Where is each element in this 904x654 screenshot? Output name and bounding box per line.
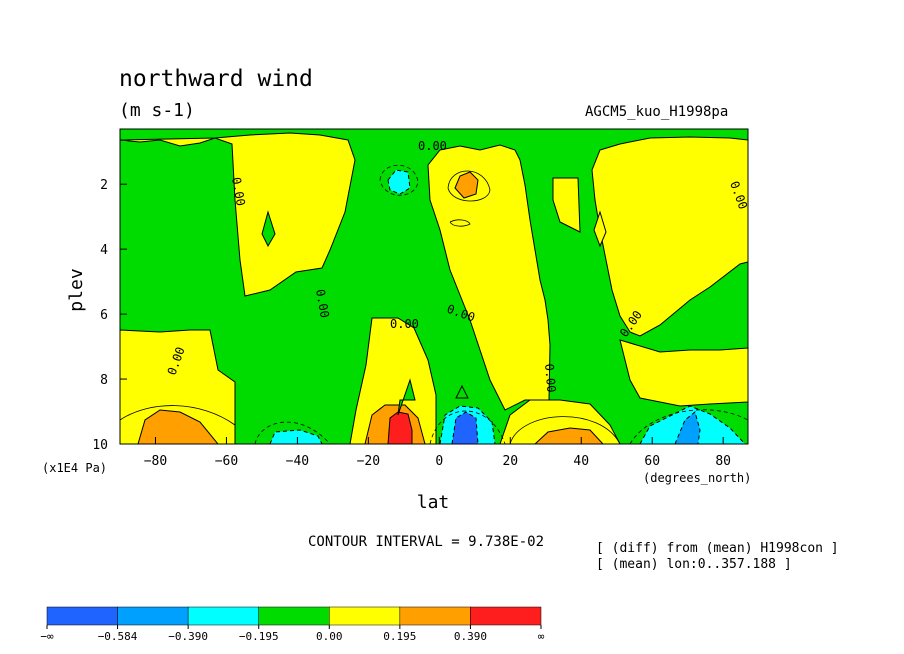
yellow-region bbox=[120, 132, 356, 297]
x-axis: −80 −60 −40 −20 0 20 40 60 80 bbox=[144, 437, 731, 469]
y-axis: 2 4 6 8 10 bbox=[92, 178, 127, 453]
yellow-region bbox=[593, 210, 607, 248]
mean-note: [ (mean) lon:0..357.188 ] bbox=[596, 557, 792, 572]
chart-title: northward wind bbox=[119, 66, 313, 92]
yellow-region bbox=[619, 339, 748, 407]
colorbar-swatch bbox=[117, 606, 189, 626]
colorbar-swatch bbox=[187, 606, 259, 626]
x-tick-label: 80 bbox=[715, 454, 731, 469]
y-tick-label: 10 bbox=[92, 438, 108, 453]
y-axis-label: plev bbox=[66, 268, 87, 311]
colorbar-label: 0.195 bbox=[383, 630, 416, 643]
contour-label: 0.00 bbox=[229, 176, 248, 207]
contour-line bbox=[629, 409, 748, 444]
y-tick-label: 6 bbox=[100, 308, 108, 323]
y-tick-label: 4 bbox=[100, 243, 108, 258]
orange-region bbox=[454, 171, 479, 199]
yellow-region bbox=[455, 384, 469, 399]
yellow-region bbox=[397, 378, 416, 416]
colorbar-label: −0.195 bbox=[239, 630, 279, 643]
x-tick-label: 20 bbox=[502, 454, 518, 469]
red-region bbox=[387, 411, 413, 444]
model-label: AGCM5_kuo_H1998pa bbox=[585, 104, 729, 120]
orange-region bbox=[137, 409, 219, 444]
colorbar-label: −0.390 bbox=[168, 630, 208, 643]
contour-line bbox=[120, 405, 236, 426]
contour-label: 0.00 bbox=[542, 363, 558, 393]
x-axis-label: lat bbox=[417, 492, 450, 513]
contour-interval: CONTOUR INTERVAL = 9.738E-02 bbox=[308, 534, 545, 550]
colorbar-swatch bbox=[399, 606, 471, 626]
contour-line bbox=[509, 416, 621, 444]
blue-region bbox=[674, 411, 701, 444]
plot-frame bbox=[119, 128, 749, 445]
contour-line bbox=[429, 410, 506, 444]
yellow-region bbox=[552, 177, 581, 233]
contour-field bbox=[120, 129, 748, 444]
x-tick-label: −80 bbox=[144, 454, 167, 469]
colorbar-swatch bbox=[329, 606, 401, 626]
x-tick-label: −20 bbox=[357, 454, 380, 469]
contour-label: 0.00 bbox=[418, 139, 447, 153]
contour-line bbox=[379, 164, 419, 196]
x-tick-label: 60 bbox=[644, 454, 660, 469]
x-tick-label: −60 bbox=[215, 454, 238, 469]
yellow-region bbox=[427, 144, 551, 411]
x-tick-label: −40 bbox=[286, 454, 309, 469]
yellow-region bbox=[261, 210, 276, 248]
cyan-region bbox=[387, 169, 411, 195]
colorbar: −∞ −0.584 −0.390 −0.195 0.00 0.195 0.390 ∞ bbox=[40, 606, 545, 643]
contour-label: 0.00 bbox=[390, 317, 419, 331]
y-tick-label: 8 bbox=[100, 373, 108, 388]
orange-region bbox=[534, 427, 604, 444]
blue-region bbox=[451, 411, 479, 444]
colorbar-label: ∞ bbox=[538, 630, 545, 643]
yellow-region bbox=[120, 329, 236, 444]
y-axis-unit: (x1E4 Pa) bbox=[42, 461, 107, 475]
x-tick-label: 0 bbox=[435, 454, 443, 469]
contour-line bbox=[447, 170, 491, 202]
colorbar-swatch bbox=[470, 606, 542, 626]
yellow-region bbox=[349, 317, 437, 444]
contour-line bbox=[254, 421, 331, 444]
colorbar-swatch bbox=[258, 606, 330, 626]
y-tick-label: 2 bbox=[100, 178, 108, 193]
x-tick-label: 40 bbox=[573, 454, 589, 469]
chart-units: (m s-1) bbox=[119, 100, 195, 121]
colorbar-label: 0.390 bbox=[454, 630, 487, 643]
colorbar-label: 0.00 bbox=[316, 630, 343, 643]
colorbar-label: −0.584 bbox=[98, 630, 138, 643]
colorbar-label: −∞ bbox=[40, 630, 54, 643]
diff-note: [ (diff) from (mean) H1998con ] bbox=[596, 541, 839, 556]
x-axis-unit: (degrees_north) bbox=[643, 471, 751, 485]
contour-line bbox=[449, 219, 471, 227]
cyan-region bbox=[269, 429, 323, 444]
colorbar-swatch bbox=[46, 606, 118, 626]
contour-label: 0.00 bbox=[313, 288, 332, 319]
